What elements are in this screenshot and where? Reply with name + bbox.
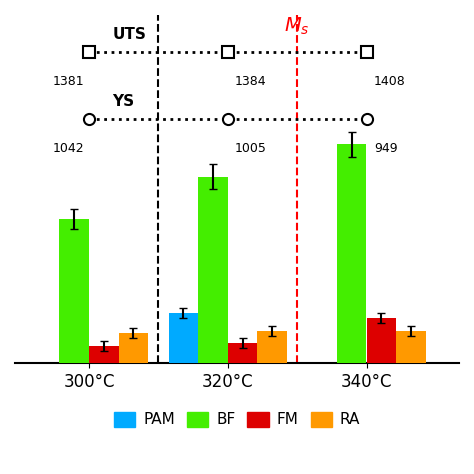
Text: 1384: 1384 [235,74,267,88]
Bar [228,343,257,363]
Text: UTS: UTS [112,27,146,42]
Text: 949: 949 [374,142,398,155]
Text: 1381: 1381 [53,74,84,88]
Bar [198,176,228,363]
Bar [118,333,148,363]
Bar [257,331,287,363]
Bar [59,219,89,363]
Bar [396,331,426,363]
Text: $\mathit{M_s}$: $\mathit{M_s}$ [284,16,310,37]
Text: 1408: 1408 [374,74,406,88]
Text: 1005: 1005 [235,142,267,155]
Bar [337,144,366,363]
Text: 1042: 1042 [53,142,84,155]
Bar [89,346,118,363]
Bar [366,318,396,363]
Legend: PAM, BF, FM, RA: PAM, BF, FM, RA [108,405,366,434]
Bar [169,313,198,363]
Text: YS: YS [112,94,134,109]
